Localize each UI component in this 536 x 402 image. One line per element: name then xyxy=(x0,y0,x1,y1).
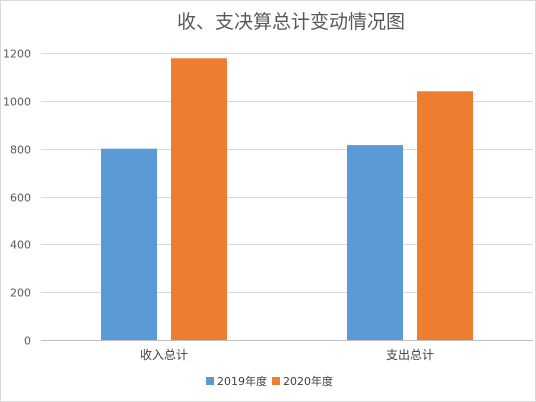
y-tick-label: 1200 xyxy=(3,48,31,61)
legend-swatch xyxy=(206,377,214,385)
category-label: 支出总计 xyxy=(386,348,434,362)
y-tick-label: 600 xyxy=(10,192,31,205)
y-tick-labels: 0 200 400 600 800 1000 1200 xyxy=(3,48,31,348)
legend: 2019年度 2020年度 xyxy=(206,374,333,388)
y-tick-label: 1000 xyxy=(3,96,31,109)
legend-label: 2020年度 xyxy=(283,374,333,388)
y-tick-label: 400 xyxy=(10,239,31,252)
bar-1-2 xyxy=(171,58,227,341)
bar-1-1 xyxy=(101,148,157,340)
category-labels: 收入总计 支出总计 xyxy=(140,348,434,362)
chart-title: 收、支决算总计变动情况图 xyxy=(177,11,405,33)
legend-swatch xyxy=(272,377,280,385)
y-tick-label: 800 xyxy=(10,144,31,157)
legend-label: 2019年度 xyxy=(217,374,267,388)
bar-layer xyxy=(101,58,473,341)
bar-2-2 xyxy=(417,91,473,341)
y-tick-label: 0 xyxy=(24,335,31,348)
category-label: 收入总计 xyxy=(140,348,188,362)
bar-2-1 xyxy=(347,145,403,340)
y-tick-label: 200 xyxy=(10,287,31,300)
